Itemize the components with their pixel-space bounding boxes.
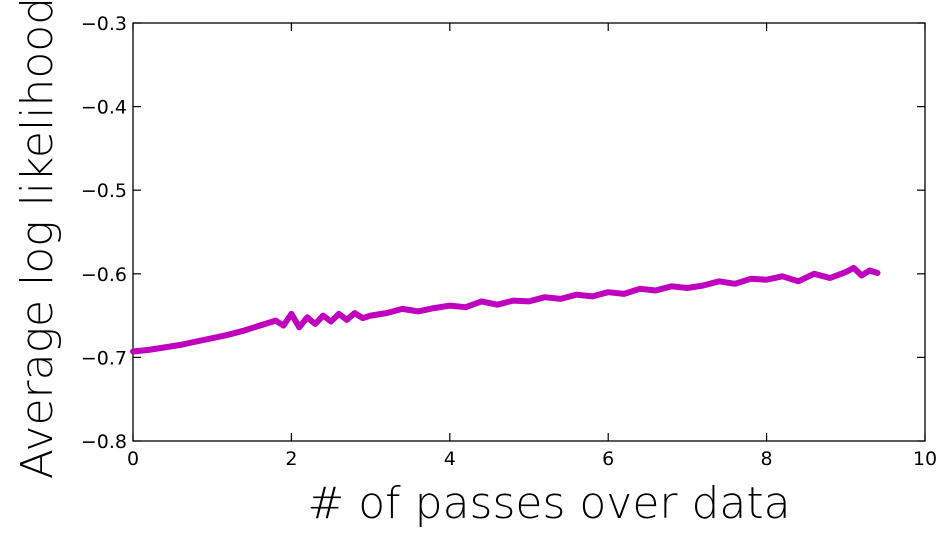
- x-axis: 0 2 4 6 8 10: [127, 23, 937, 470]
- data-point: [795, 278, 801, 284]
- data-point: [415, 308, 421, 314]
- x-tick-label: 10: [913, 448, 937, 470]
- data-point: [621, 291, 627, 297]
- data-point: [510, 298, 516, 304]
- x-tick-label: 2: [285, 448, 297, 470]
- data-point: [130, 349, 136, 354]
- data-point: [281, 323, 286, 329]
- data-point: [558, 296, 564, 302]
- data-point: [637, 286, 643, 292]
- data-point: [843, 269, 849, 275]
- data-point: [494, 302, 500, 308]
- x-tick-label: 6: [602, 448, 614, 470]
- data-point: [653, 288, 659, 293]
- y-axis: −0.8 −0.7 −0.6 −0.5 −0.4 −0.3: [81, 13, 925, 453]
- data-point: [827, 275, 833, 281]
- data-point: [574, 292, 579, 298]
- data-point: [320, 313, 326, 319]
- data-point: [447, 303, 453, 309]
- x-axis-title: # of passes over data: [307, 478, 790, 529]
- y-tick-label: −0.7: [81, 347, 127, 369]
- y-tick-label: −0.8: [81, 431, 127, 453]
- y-tick-label: −0.5: [81, 180, 127, 202]
- data-point: [859, 273, 865, 278]
- data-point: [589, 293, 595, 299]
- data-point: [178, 342, 183, 348]
- data-point: [764, 277, 770, 283]
- data-point: [479, 298, 484, 304]
- data-point: [352, 310, 358, 316]
- x-tick-label: 8: [761, 448, 773, 470]
- data-point: [209, 335, 215, 341]
- y-axis-title: Average log likelihood: [12, 0, 63, 479]
- plot-area-frame: [132, 22, 926, 442]
- data-point: [732, 281, 738, 287]
- data-point: [716, 278, 722, 284]
- data-point: [312, 321, 318, 327]
- data-point: [867, 268, 873, 273]
- data-point: [162, 344, 168, 350]
- data-point: [875, 270, 880, 276]
- data-point: [344, 317, 350, 323]
- data-point: [542, 294, 548, 300]
- y-tick-label: −0.4: [81, 97, 127, 119]
- y-tick-label: −0.6: [81, 264, 127, 286]
- data-point: [273, 318, 279, 324]
- data-point: [684, 285, 690, 291]
- data-point: [328, 319, 334, 324]
- data-point: [605, 289, 611, 295]
- data-point: [811, 271, 817, 277]
- data-point: [368, 313, 374, 319]
- data-point: [399, 306, 405, 312]
- y-tick-label: −0.3: [81, 13, 127, 35]
- data-point: [526, 298, 532, 304]
- x-tick-label: 4: [444, 448, 456, 470]
- x-tick-label: 0: [127, 448, 139, 470]
- data-point: [700, 283, 706, 288]
- data-point: [225, 332, 231, 338]
- data-point: [748, 276, 754, 282]
- data-point: [360, 315, 366, 321]
- data-point: [193, 339, 199, 344]
- data-point: [779, 273, 785, 279]
- series-layer: [130, 264, 881, 355]
- data-point: [851, 265, 857, 271]
- data-point: [257, 323, 263, 329]
- data-point: [669, 283, 675, 289]
- data-point: [146, 347, 152, 353]
- data-point: [241, 328, 247, 334]
- data-point: [431, 305, 437, 311]
- data-point: [288, 311, 294, 317]
- data-point: [296, 324, 302, 330]
- data-point: [383, 310, 389, 316]
- data-point: [304, 314, 310, 320]
- data-point: [336, 311, 342, 317]
- data-point: [463, 304, 469, 310]
